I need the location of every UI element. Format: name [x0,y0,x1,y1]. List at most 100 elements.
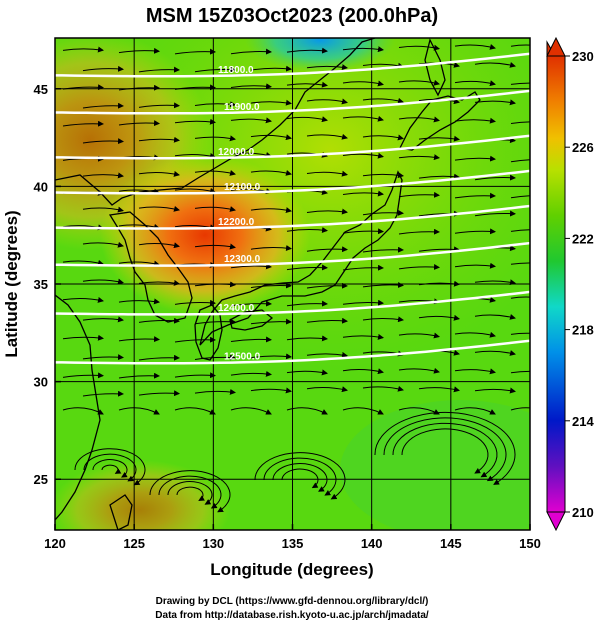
wind-streamline [101,464,122,474]
height-contour-label: 12400.0 [218,303,255,314]
colorbar-min-extension [546,511,566,532]
colorbar-tick-label: 218 [572,323,594,338]
wind-streamline [454,331,496,338]
wind-streamline [194,318,236,325]
lat-tick-label: 40 [34,179,48,194]
wind-streamline [362,134,404,141]
wind-streamline [398,154,440,161]
wind-streamline [194,243,236,250]
wind-streamline [250,387,292,394]
height-contour-line [55,169,530,195]
warm-core [100,155,310,315]
wind-streamline [510,262,530,265]
wind-streamline [62,84,104,91]
wind-streamline [118,407,160,415]
wind-streamline [250,282,292,289]
wind-streamline [250,207,292,213]
wind-streamline [454,155,496,162]
colorbar-gradient [546,55,566,513]
height-contours [55,52,530,365]
wind-streamline [118,84,160,91]
wind-streamline [194,281,236,288]
wind-streamline [82,102,124,109]
wind-streamline [510,332,530,335]
wind-streamline [118,372,160,379]
coastline-china-east [55,294,101,521]
wind-streamline [174,299,216,306]
wind-streamline [454,228,496,235]
height-contour-line [55,241,530,267]
wind-streamline [362,246,404,253]
wind-streamline [62,120,104,127]
wind-streamline [306,282,348,289]
wind-streamline [418,135,460,142]
wind-streamline [418,246,460,253]
wind-streamline [194,388,236,395]
wind-streamline [230,83,272,90]
coastline-japan-kyushu [194,304,223,361]
wind-streamline [510,44,530,47]
wind-streamline [254,452,346,500]
wind-streamline [82,316,124,323]
wind-streamline [398,79,440,86]
lon-tick-label: 120 [44,536,66,551]
wind-streamline [398,44,440,51]
wind-streamline [398,116,440,123]
wind-streamline [250,353,292,360]
wind-streamline [286,335,328,342]
x-axis-label: Longitude (degrees) [210,560,373,579]
height-contour-label: 12500.0 [224,352,261,363]
wind-streamline [230,407,272,415]
wind-streamline [306,170,348,177]
colorbar-ticks: 230 226 222 218 214 210 [565,49,594,520]
wind-streamline [194,135,236,142]
wind-streamline [230,336,272,343]
wind-streamline [158,475,222,509]
wind-streamline [383,417,507,482]
wind-streamline [138,102,180,109]
wind-streamline [118,336,160,343]
wind-streamline [392,422,498,478]
wind-streamline [342,299,384,306]
wind-streamline [286,369,328,376]
wind-streamline [342,80,384,87]
wind-streamline [306,351,348,358]
lon-tick-label: 150 [519,536,541,551]
wind-streamline [286,47,328,54]
coastline-taiwan [109,494,133,530]
height-contour-line [55,134,530,160]
height-contour-label: 12000.0 [218,147,255,158]
latitude-axis: 25 30 35 40 45 [34,82,61,487]
lon-tick-label: 130 [202,536,224,551]
wind-streamline [454,262,496,269]
wind-streamline [474,174,516,181]
wind-streamline [418,280,460,287]
height-contour-label: 12100.0 [224,182,261,193]
wind-streamline [230,117,272,124]
wind-streamline [250,245,292,251]
wind-streamline [62,296,104,303]
wind-streamline [398,367,440,374]
wind-streamline [138,317,180,324]
wind-streamline [250,99,292,106]
wind-streamline [138,390,180,397]
wind-streamline [398,228,440,235]
height-contour-label: 12300.0 [224,254,261,265]
wind-streamline [138,66,180,73]
warm-region-south [55,460,230,530]
wind-streamline [418,314,460,321]
wind-streamline [250,65,292,72]
wind-streamlines [62,43,530,513]
wind-streamline [418,386,460,393]
map-plot-area: 11800.0 11900.0 12000.0 12100.0 12200.0 12300… [55,38,530,530]
longitude-axis: 120 125 130 135 140 145 150 [44,524,541,551]
wind-streamline [342,152,384,159]
wind-streamline [342,115,384,122]
wind-streamline [306,246,348,253]
wind-streamline [176,486,205,502]
lat-tick-label: 35 [34,277,48,292]
wind-streamline [510,82,530,85]
wind-streamline [398,264,440,271]
wind-streamline [82,65,124,72]
wind-streamline [194,206,236,212]
